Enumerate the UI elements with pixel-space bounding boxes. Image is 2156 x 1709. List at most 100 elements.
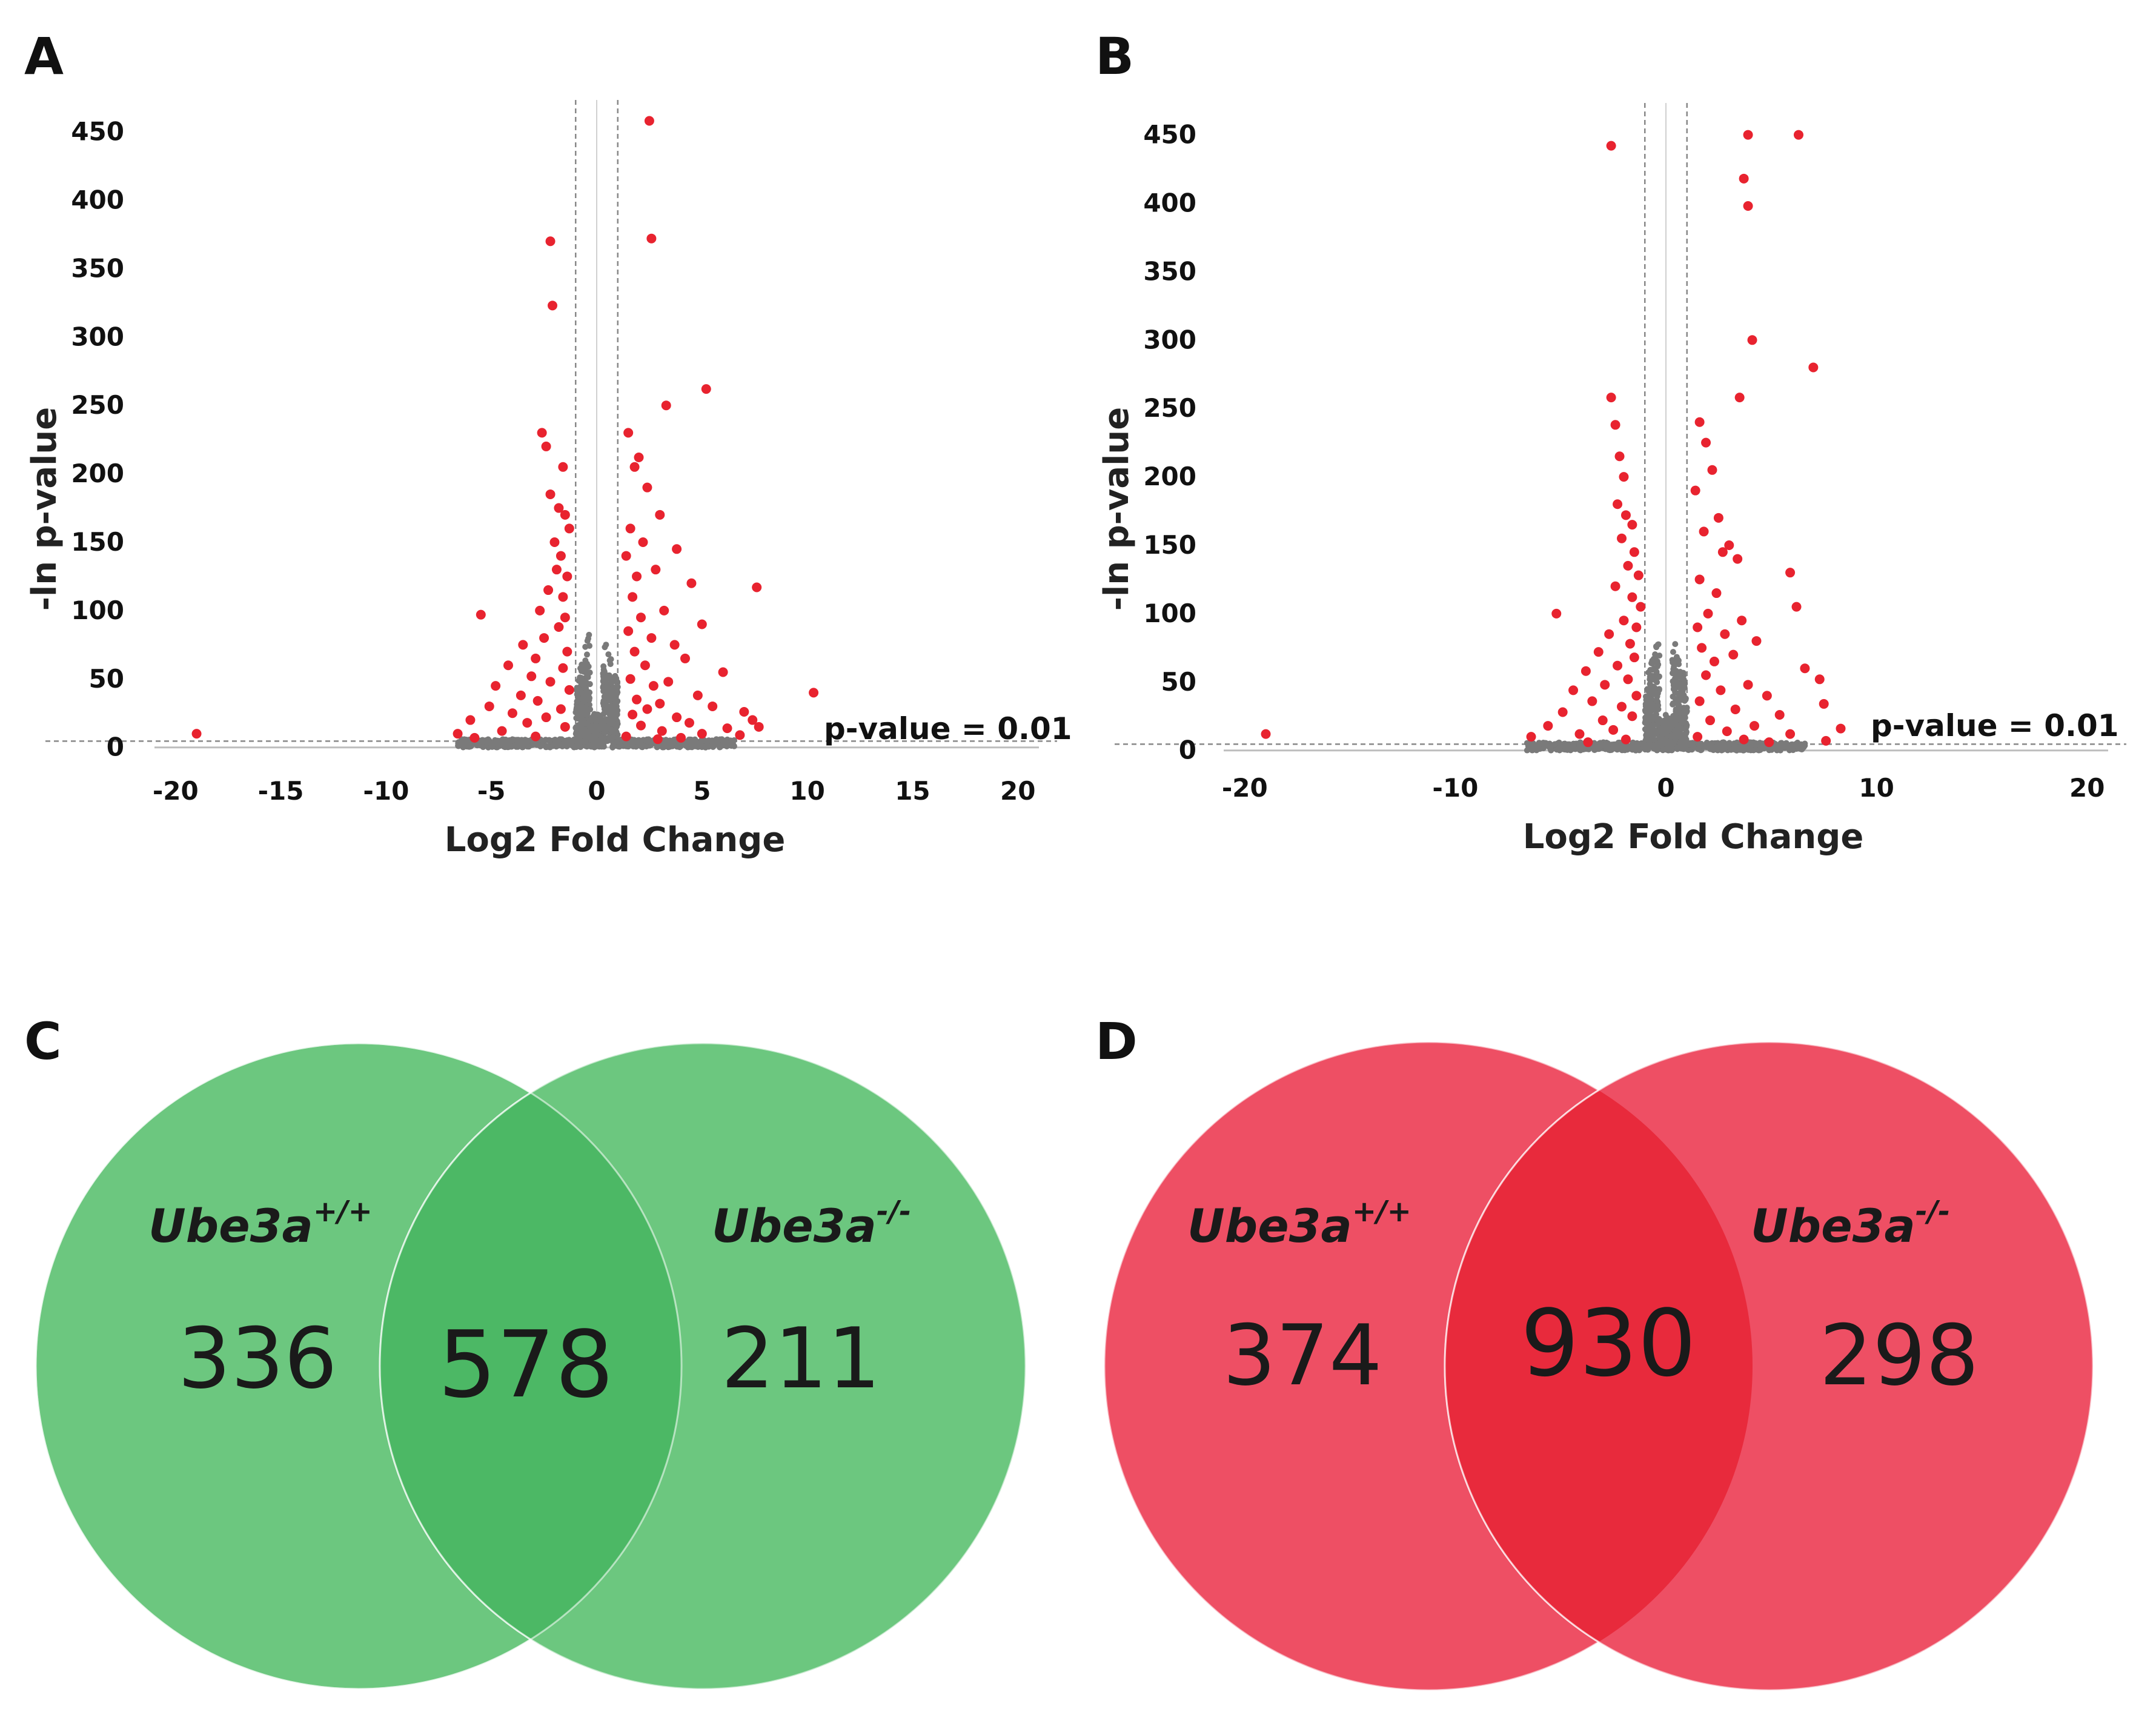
volcano-point-nonsignificant: [545, 743, 551, 750]
volcano-point-nonsignificant: [480, 744, 486, 751]
y-tick-label: 150: [71, 527, 124, 557]
volcano-point-significant: [652, 734, 663, 745]
volcano-point-significant: [1631, 622, 1642, 632]
volcano-point-nonsignificant: [605, 651, 612, 658]
volcano-point-significant: [748, 715, 758, 725]
venn-d-intersection: [1444, 1042, 1753, 1690]
volcano-point-nonsignificant: [581, 668, 588, 674]
volcano-point-significant: [722, 723, 732, 734]
volcano-point-nonsignificant: [1677, 741, 1684, 748]
volcano-point-nonsignificant: [495, 740, 502, 747]
volcano-point-significant: [1593, 647, 1604, 657]
volcano-point-significant: [1836, 723, 1846, 734]
volcano-point-significant: [646, 633, 657, 643]
volcano-point-significant: [1617, 702, 1627, 712]
panel-a-significant-points: [191, 116, 819, 745]
volcano-point-nonsignificant: [1650, 659, 1656, 665]
volcano-point-significant: [1800, 663, 1810, 674]
volcano-point-nonsignificant: [1679, 710, 1686, 717]
volcano-point-significant: [1751, 636, 1762, 646]
volcano-point-nonsignificant: [1677, 671, 1683, 678]
volcano-point-nonsignificant: [590, 734, 597, 740]
volcano-point-significant: [1568, 685, 1579, 695]
volcano-point-nonsignificant: [1653, 697, 1660, 704]
volcano-point-significant: [556, 551, 566, 561]
volcano-point-significant: [663, 677, 674, 687]
volcano-point-significant: [543, 585, 554, 596]
volcano-point-nonsignificant: [455, 742, 462, 749]
volcano-point-nonsignificant: [1789, 742, 1796, 748]
volcano-point-significant: [672, 544, 682, 554]
volcano-point-nonsignificant: [694, 740, 701, 747]
volcano-point-nonsignificant: [1659, 739, 1666, 746]
volcano-point-significant: [625, 523, 635, 534]
volcano-point-significant: [531, 731, 541, 742]
volcano-point-nonsignificant: [603, 706, 610, 712]
volcano-point-nonsignificant: [588, 742, 594, 749]
volcano-point-significant: [1724, 540, 1734, 550]
venn-d-intersection-count: 930: [1521, 1290, 1696, 1397]
volcano-point-nonsignificant: [1681, 705, 1688, 712]
volcano-point-significant: [1733, 554, 1743, 564]
volcano-point-significant: [1743, 130, 1753, 140]
volcano-point-significant: [629, 462, 640, 472]
panel-c-letter: C: [24, 1012, 62, 1071]
panel-b-volcano-plot: B 0 50 100 150 200 250 300 350 400 450 -20 -10 0 10 2…: [1095, 27, 2126, 857]
volcano-point-nonsignificant: [569, 738, 575, 745]
volcano-point-significant: [560, 722, 570, 732]
x-tick-label: 5: [693, 776, 711, 806]
volcano-point-nonsignificant: [1610, 745, 1617, 751]
volcano-point-nonsignificant: [570, 743, 577, 750]
volcano-point-nonsignificant: [589, 725, 596, 732]
volcano-point-significant: [657, 726, 667, 736]
x-tick-label: -5: [477, 776, 506, 806]
volcano-point-significant: [531, 653, 541, 663]
volcano-point-significant: [1703, 608, 1713, 619]
volcano-point-nonsignificant: [1673, 700, 1680, 707]
volcano-point-nonsignificant: [1645, 741, 1652, 748]
panel-d-letter: D: [1095, 1012, 1138, 1071]
venn-c-intersection: [379, 1043, 682, 1689]
volcano-point-nonsignificant: [1653, 652, 1660, 659]
venn-c-right-only-count: 211: [721, 1310, 880, 1407]
x-tick-label: 0: [588, 776, 605, 806]
volcano-point-nonsignificant: [585, 674, 591, 680]
volcano-point-significant: [518, 640, 528, 650]
x-tick-label: 0: [1657, 773, 1674, 803]
volcano-point-significant: [539, 633, 549, 643]
venn-c-intersection-count: 578: [438, 1311, 614, 1418]
volcano-point-significant: [655, 699, 665, 709]
volcano-point-significant: [1743, 680, 1753, 690]
volcano-point-nonsignificant: [1591, 747, 1598, 754]
panel-a-threshold-label: p-value = 0.01: [824, 711, 1072, 746]
x-tick-label: -20: [1222, 773, 1268, 803]
volcano-point-nonsignificant: [586, 697, 592, 703]
volcano-point-significant: [644, 116, 654, 126]
volcano-point-nonsignificant: [1551, 741, 1558, 748]
y-tick-label: 0: [107, 732, 124, 762]
panel-b-threshold-lines: [1115, 103, 2126, 754]
volcano-point-nonsignificant: [1545, 743, 1552, 750]
volcano-point-nonsignificant: [1734, 745, 1740, 752]
volcano-point-significant: [1610, 581, 1620, 591]
volcano-point-significant: [562, 571, 572, 582]
panel-a-y-axis-label: -ln p-value: [25, 407, 64, 611]
y-tick-label: 150: [1143, 530, 1196, 560]
volcano-point-nonsignificant: [580, 682, 587, 689]
volcano-point-significant: [640, 660, 650, 671]
volcano-point-significant: [1794, 130, 1803, 140]
volcano-point-significant: [541, 712, 551, 723]
x-tick-label: 20: [1000, 776, 1035, 806]
volcano-point-nonsignificant: [700, 743, 706, 750]
panel-a-axes: [154, 100, 1039, 749]
volcano-point-significant: [1587, 696, 1597, 706]
volcano-point-significant: [1623, 674, 1633, 685]
volcano-point-nonsignificant: [1664, 723, 1671, 729]
y-tick-label: 350: [1143, 256, 1196, 286]
volcano-point-significant: [1774, 710, 1785, 720]
panel-b-axes: [1224, 103, 2108, 752]
volcano-point-significant: [560, 612, 570, 623]
volcano-point-nonsignificant: [1673, 654, 1680, 660]
volcano-point-nonsignificant: [601, 700, 608, 707]
volcano-point-nonsignificant: [552, 740, 559, 746]
